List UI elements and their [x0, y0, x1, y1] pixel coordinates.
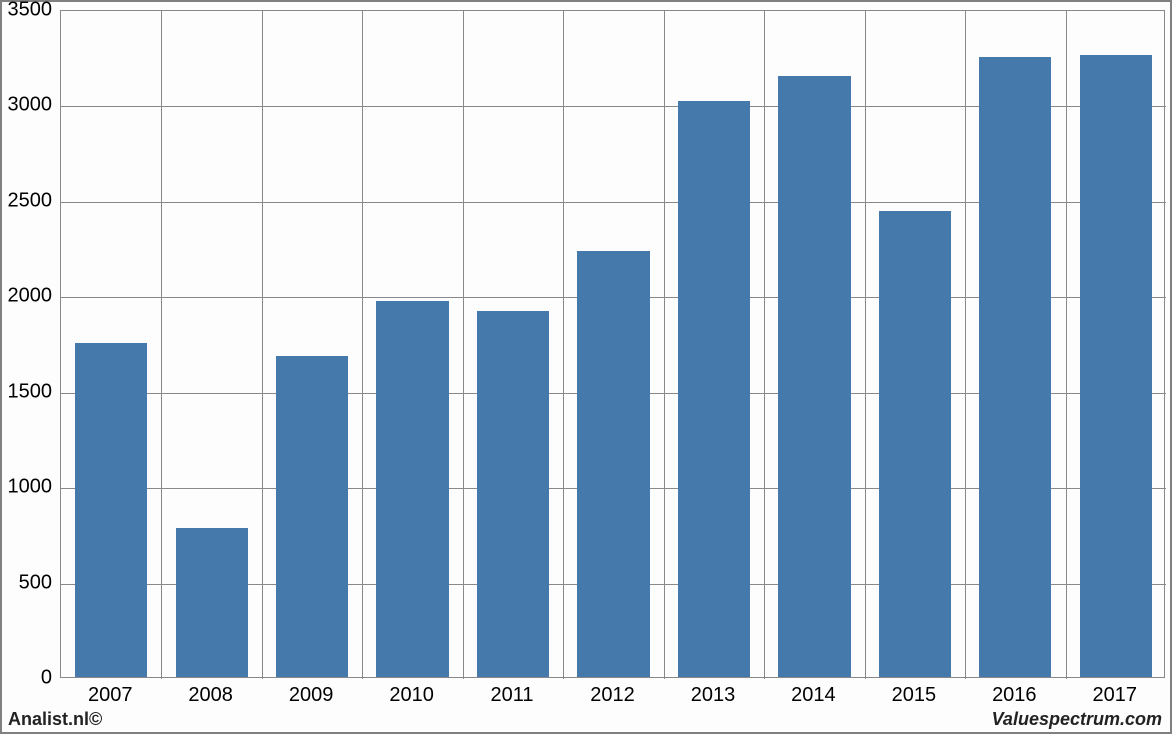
bar [678, 101, 750, 677]
y-tick-label: 2000 [2, 285, 52, 308]
x-tick-label: 2013 [691, 684, 736, 707]
x-tick-label: 2014 [791, 684, 836, 707]
x-gridline [463, 11, 464, 679]
bar [577, 251, 649, 677]
plot-area [60, 10, 1165, 678]
y-tick-label: 2500 [2, 189, 52, 212]
x-gridline [161, 11, 162, 679]
y-tick-label: 1000 [2, 476, 52, 499]
x-tick-label: 2010 [389, 684, 434, 707]
x-tick-label: 2008 [188, 684, 233, 707]
x-gridline [563, 11, 564, 679]
y-tick-label: 0 [2, 667, 52, 690]
x-gridline [362, 11, 363, 679]
bar [1080, 55, 1152, 677]
x-gridline [262, 11, 263, 679]
bar [75, 343, 147, 677]
footer-left-label: Analist.nl© [8, 709, 102, 730]
x-gridline [664, 11, 665, 679]
bar [979, 57, 1051, 677]
x-tick-label: 2011 [491, 684, 534, 707]
x-tick-label: 2007 [88, 684, 133, 707]
x-tick-label: 2017 [1093, 684, 1138, 707]
footer-right-label: Valuespectrum.com [992, 709, 1162, 730]
chart-frame: 0 500 1000 1500 2000 2500 3000 3500 2007 2008 200… [0, 0, 1172, 734]
x-tick-label: 2015 [892, 684, 937, 707]
bar [879, 211, 951, 677]
x-gridline [1066, 11, 1067, 679]
bar [176, 528, 248, 677]
y-tick-label: 3500 [2, 0, 52, 22]
x-tick-label: 2012 [590, 684, 635, 707]
y-tick-label: 500 [2, 571, 52, 594]
y-tick-label: 1500 [2, 380, 52, 403]
bar [477, 311, 549, 677]
x-gridline [764, 11, 765, 679]
bar [778, 76, 850, 677]
bar [276, 356, 348, 677]
bar [376, 301, 448, 677]
x-gridline [965, 11, 966, 679]
x-tick-label: 2009 [289, 684, 334, 707]
y-tick-label: 3000 [2, 94, 52, 117]
x-tick-label: 2016 [992, 684, 1037, 707]
x-gridline [865, 11, 866, 679]
